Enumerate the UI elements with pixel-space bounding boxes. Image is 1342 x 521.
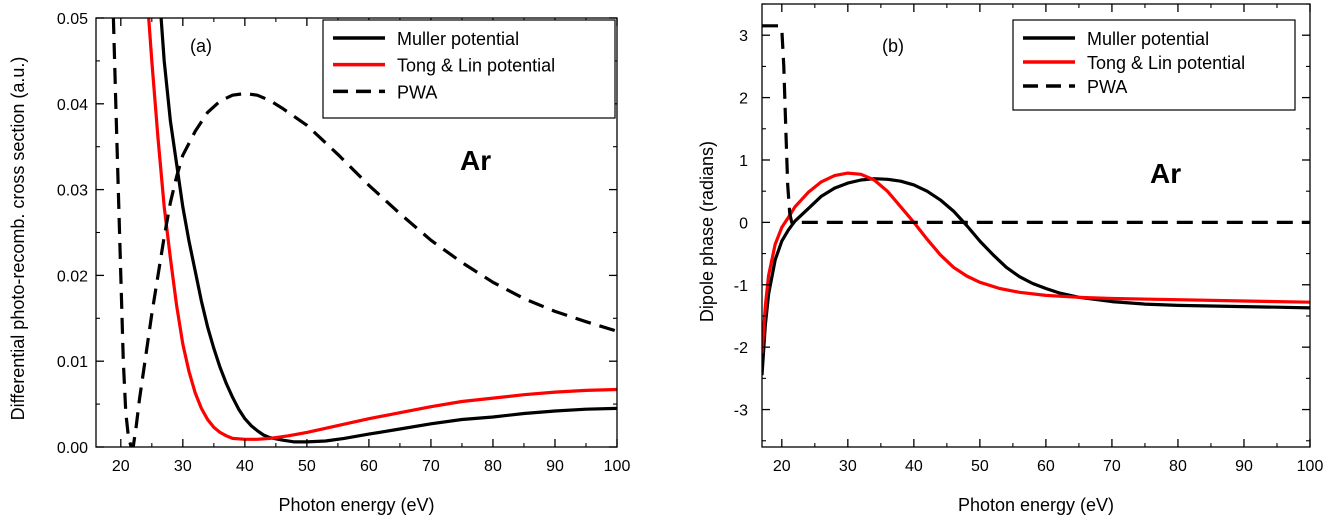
y-tick-label: 0 xyxy=(739,215,748,232)
y-tick-label: -1 xyxy=(734,278,748,295)
series-line-1 xyxy=(159,18,617,444)
y-tick-label: 2 xyxy=(739,91,748,108)
legend-label-2: Tong & Lin potential xyxy=(397,56,555,76)
y-tick-label: -3 xyxy=(734,403,748,420)
x-tick-label: 100 xyxy=(604,458,631,475)
series-group xyxy=(762,24,1310,376)
x-tick-label: 30 xyxy=(839,458,857,475)
y-axis-label: Differential photo-recomb. cross section… xyxy=(8,57,28,421)
y-tick-label: 0.00 xyxy=(57,440,88,457)
x-tick-label: 90 xyxy=(1235,458,1253,475)
x-tick-label: 50 xyxy=(298,458,316,475)
legend: Muller potential Tong & Lin potential PWA xyxy=(1012,19,1296,111)
y-tick-label: 0.04 xyxy=(57,97,88,114)
x-tick-label: 70 xyxy=(1103,458,1121,475)
element-annotation: Ar xyxy=(1150,158,1181,189)
series-line-2 xyxy=(762,171,1310,354)
series-line-1 xyxy=(762,177,1310,376)
panel-label: (b) xyxy=(882,36,904,56)
plot-frame xyxy=(761,3,1311,448)
y-tick-label: 0.05 xyxy=(57,11,88,28)
series-group xyxy=(111,18,617,447)
legend-label-1: Muller potential xyxy=(1087,29,1209,49)
x-tick-label: 30 xyxy=(174,458,192,475)
legend-label-1: Muller potential xyxy=(397,29,519,49)
x-tick-label: 100 xyxy=(1297,458,1324,475)
panel-a: 20 30 40 50 60 70 80 90 100 0.00 0.01 0.02 0.03 0.04 0… xyxy=(8,11,630,515)
series-line-3 xyxy=(111,18,617,447)
series-line-3 xyxy=(762,24,1310,224)
x-tick-label: 80 xyxy=(1169,458,1187,475)
x-tick-label: 60 xyxy=(360,458,378,475)
x-tick-label: 40 xyxy=(236,458,254,475)
x-axis-label: Photon energy (eV) xyxy=(958,495,1114,515)
legend-label-3: PWA xyxy=(397,82,437,102)
x-tick-label: 50 xyxy=(971,458,989,475)
legend: Muller potential Tong & Lin potential PWA xyxy=(322,19,616,119)
y-axis-label: Dipole phase (radians) xyxy=(697,141,717,322)
panel-label: (a) xyxy=(190,36,212,56)
x-axis-label: Photon energy (eV) xyxy=(278,495,434,515)
x-tick-label: 20 xyxy=(112,458,130,475)
x-tick-label: 80 xyxy=(484,458,502,475)
y-tick-label: -2 xyxy=(734,340,748,357)
y-tick-label: 0.03 xyxy=(57,183,88,200)
y-tick-label: 3 xyxy=(739,28,748,45)
x-tick-label: 40 xyxy=(905,458,923,475)
panel-b: 20 30 40 50 60 70 80 90 100 -3 -2 -1 0 1 2 3 Photon ener… xyxy=(697,3,1324,515)
x-tick-label: 20 xyxy=(773,458,791,475)
y-tick-label: 1 xyxy=(739,153,748,170)
legend-label-2: Tong & Lin potential xyxy=(1087,53,1245,73)
element-annotation: Ar xyxy=(460,145,491,176)
x-tick-label: 70 xyxy=(422,458,440,475)
y-tick-label: 0.02 xyxy=(57,268,88,285)
x-tick-label: 60 xyxy=(1037,458,1055,475)
x-tick-label: 90 xyxy=(546,458,564,475)
series-line-2 xyxy=(147,18,617,441)
legend-label-3: PWA xyxy=(1087,77,1127,97)
y-tick-label: 0.01 xyxy=(57,354,88,371)
legend-box xyxy=(1012,19,1296,111)
